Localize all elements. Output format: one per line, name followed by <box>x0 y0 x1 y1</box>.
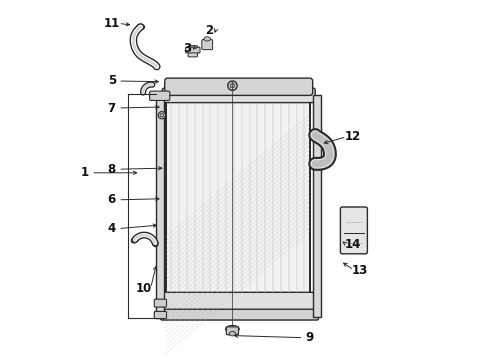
Bar <box>156 94 164 318</box>
Ellipse shape <box>152 239 158 247</box>
FancyBboxPatch shape <box>154 299 167 307</box>
Text: 11: 11 <box>104 17 120 30</box>
Circle shape <box>160 113 164 117</box>
Text: 12: 12 <box>345 130 361 143</box>
Text: 6: 6 <box>108 193 116 206</box>
Text: 4: 4 <box>108 222 116 235</box>
FancyBboxPatch shape <box>202 40 213 50</box>
Bar <box>166 101 310 295</box>
FancyBboxPatch shape <box>341 207 368 254</box>
FancyBboxPatch shape <box>149 91 170 100</box>
Bar <box>166 101 310 295</box>
Text: 13: 13 <box>352 264 368 276</box>
Circle shape <box>228 81 237 90</box>
Text: 10: 10 <box>136 282 152 294</box>
Text: 7: 7 <box>108 102 116 114</box>
FancyBboxPatch shape <box>154 311 167 319</box>
FancyBboxPatch shape <box>186 47 200 53</box>
FancyBboxPatch shape <box>226 327 239 335</box>
Text: 5: 5 <box>108 75 116 87</box>
Ellipse shape <box>229 332 236 336</box>
FancyBboxPatch shape <box>162 88 315 103</box>
Text: 8: 8 <box>108 163 116 176</box>
Ellipse shape <box>137 24 145 30</box>
Text: 1: 1 <box>81 166 89 179</box>
Ellipse shape <box>204 37 210 41</box>
Circle shape <box>158 112 166 119</box>
Text: 2: 2 <box>205 24 213 37</box>
FancyBboxPatch shape <box>165 78 313 95</box>
Bar <box>313 95 320 317</box>
Circle shape <box>230 84 235 88</box>
Ellipse shape <box>225 325 239 333</box>
Text: 9: 9 <box>306 331 314 344</box>
Text: 3: 3 <box>183 42 192 55</box>
FancyBboxPatch shape <box>162 292 317 314</box>
FancyBboxPatch shape <box>161 309 318 320</box>
Text: 14: 14 <box>345 238 361 251</box>
Ellipse shape <box>131 237 139 243</box>
FancyBboxPatch shape <box>188 46 197 57</box>
